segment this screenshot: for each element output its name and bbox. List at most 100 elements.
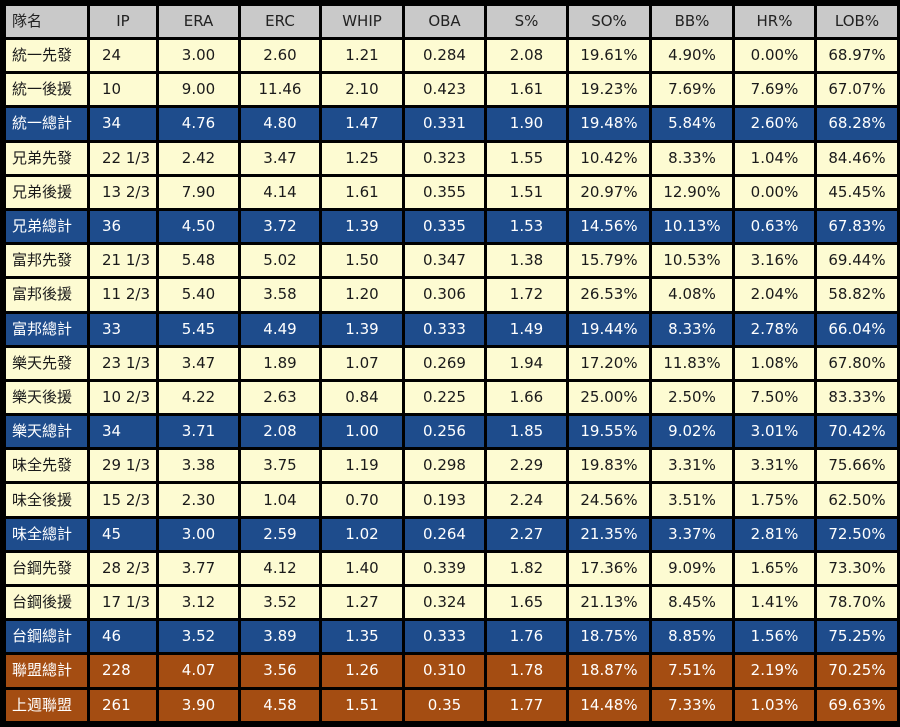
hr-pct-cell: 1.56% [735,621,814,653]
oba-cell: 0.323 [405,142,484,174]
hr-pct-cell: 3.01% [735,416,814,448]
bb-pct-cell: 10.13% [652,210,732,243]
oba-cell: 0.225 [405,381,484,414]
s-pct-cell: 2.29 [487,450,566,482]
team-name-cell: 味全先發 [6,450,87,482]
oba-cell: 0.324 [405,587,484,619]
s-pct-cell: 2.27 [487,518,566,550]
oba-cell: 0.335 [405,210,484,243]
lob-pct-cell: 68.97% [817,40,897,72]
so-pct-cell: 24.56% [569,484,649,516]
ip-cell: 34 [90,108,156,140]
table-row: 樂天後援 10 2/3 4.22 2.63 0.84 0.225 1.66 25.00% 2.5… [6,381,897,414]
hr-pct-cell: 2.04% [735,279,814,311]
hr-pct-cell: 7.69% [735,74,814,106]
whip-cell: 1.39 [322,313,402,345]
team-name-cell: 富邦先發 [6,245,87,277]
bb-pct-cell: 11.83% [652,347,732,379]
era-cell: 7.90 [159,176,238,208]
lob-pct-cell: 70.42% [817,416,897,448]
lob-pct-cell: 72.50% [817,518,897,550]
erc-cell: 2.63 [241,381,319,414]
column-header-ip: IP [90,6,156,37]
bb-pct-cell: 4.90% [652,40,732,72]
ip-cell: 45 [90,518,156,550]
oba-cell: 0.355 [405,176,484,208]
header-row: 隊名 IP ERA ERC WHIP OBA S% SO% BB% HR% LO… [6,6,897,37]
team-name-cell: 樂天後援 [6,381,87,414]
table-row: 兄弟先發 22 1/3 2.42 3.47 1.25 0.323 1.55 10.42% 8.3… [6,142,897,174]
team-name-cell: 台鋼先發 [6,552,87,584]
whip-cell: 1.39 [322,210,402,243]
oba-cell: 0.423 [405,74,484,106]
lob-pct-cell: 84.46% [817,142,897,174]
ip-cell: 261 [90,689,156,721]
bb-pct-cell: 5.84% [652,108,732,140]
team-name-cell: 富邦總計 [6,313,87,345]
table-row: 樂天先發 23 1/3 3.47 1.89 1.07 0.269 1.94 17.20% 11.… [6,347,897,379]
hr-pct-cell: 1.75% [735,484,814,516]
hr-pct-cell: 3.31% [735,450,814,482]
bb-pct-cell: 8.85% [652,621,732,653]
s-pct-cell: 1.77 [487,689,566,721]
s-pct-cell: 1.72 [487,279,566,311]
ip-cell: 13 2/3 [90,176,156,208]
ip-cell: 34 [90,416,156,448]
hr-pct-cell: 2.60% [735,108,814,140]
column-header-lob-pct: LOB% [817,6,897,37]
team-name-cell: 兄弟先發 [6,142,87,174]
s-pct-cell: 1.94 [487,347,566,379]
ip-cell: 22 1/3 [90,142,156,174]
whip-cell: 1.02 [322,518,402,550]
bb-pct-cell: 7.51% [652,655,732,687]
era-cell: 3.71 [159,416,238,448]
whip-cell: 1.19 [322,450,402,482]
era-cell: 4.22 [159,381,238,414]
bb-pct-cell: 9.09% [652,552,732,584]
era-cell: 3.00 [159,40,238,72]
oba-cell: 0.264 [405,518,484,550]
team-name-cell: 味全後援 [6,484,87,516]
ip-cell: 17 1/3 [90,587,156,619]
erc-cell: 3.58 [241,279,319,311]
ip-cell: 10 2/3 [90,381,156,414]
stats-table-frame: 隊名 IP ERA ERC WHIP OBA S% SO% BB% HR% LO… [3,3,897,724]
so-pct-cell: 19.23% [569,74,649,106]
lob-pct-cell: 69.44% [817,245,897,277]
hr-pct-cell: 2.78% [735,313,814,345]
so-pct-cell: 15.79% [569,245,649,277]
oba-cell: 0.333 [405,621,484,653]
oba-cell: 0.35 [405,689,484,721]
team-name-cell: 統一總計 [6,108,87,140]
era-cell: 3.77 [159,552,238,584]
column-header-oba: OBA [405,6,484,37]
team-name-cell: 兄弟後援 [6,176,87,208]
erc-cell: 4.49 [241,313,319,345]
bb-pct-cell: 3.51% [652,484,732,516]
ip-cell: 23 1/3 [90,347,156,379]
era-cell: 3.12 [159,587,238,619]
column-header-erc: ERC [241,6,319,37]
whip-cell: 1.47 [322,108,402,140]
erc-cell: 4.14 [241,176,319,208]
oba-cell: 0.269 [405,347,484,379]
lob-pct-cell: 73.30% [817,552,897,584]
erc-cell: 3.56 [241,655,319,687]
hr-pct-cell: 1.08% [735,347,814,379]
erc-cell: 3.72 [241,210,319,243]
era-cell: 3.47 [159,347,238,379]
team-total-row: 兄弟總計 36 4.50 3.72 1.39 0.335 1.53 14.56% 10.13% 0… [6,210,897,243]
erc-cell: 2.60 [241,40,319,72]
whip-cell: 2.10 [322,74,402,106]
table-row: 兄弟後援 13 2/3 7.90 4.14 1.61 0.355 1.51 20.97% 12.… [6,176,897,208]
bb-pct-cell: 7.33% [652,689,732,721]
oba-cell: 0.331 [405,108,484,140]
bb-pct-cell: 8.45% [652,587,732,619]
ip-cell: 15 2/3 [90,484,156,516]
oba-cell: 0.306 [405,279,484,311]
ip-cell: 28 2/3 [90,552,156,584]
team-name-cell: 台鋼後援 [6,587,87,619]
era-cell: 2.42 [159,142,238,174]
lob-pct-cell: 78.70% [817,587,897,619]
s-pct-cell: 1.66 [487,381,566,414]
